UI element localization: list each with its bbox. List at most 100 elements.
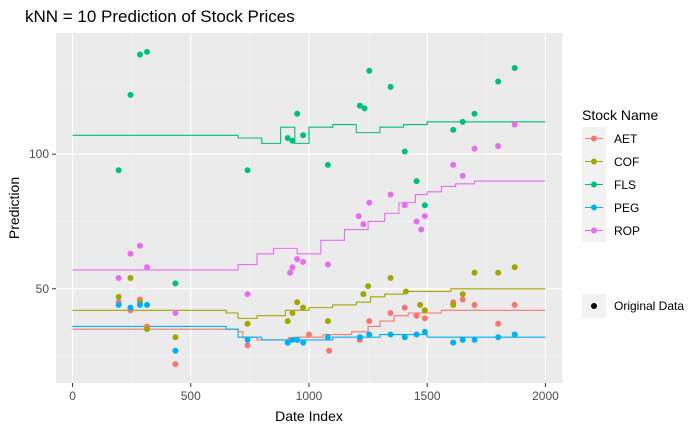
- data-point-aet: [244, 342, 251, 349]
- data-point-rop: [144, 264, 151, 271]
- axis-ticks: 0 500 1000 1500 2000 50 100: [29, 147, 559, 403]
- y-tick-label: 50: [36, 282, 50, 296]
- data-point-peg: [387, 331, 394, 338]
- data-point-peg: [421, 328, 428, 335]
- data-point-cof: [244, 320, 251, 327]
- data-point-cof: [144, 326, 151, 333]
- data-point-cof: [387, 275, 394, 281]
- data-point-rop: [244, 291, 251, 298]
- legend-item-cof: COF: [582, 150, 639, 173]
- data-point-rop: [418, 226, 425, 233]
- data-point-peg: [450, 339, 457, 346]
- legend-label: PEG: [614, 201, 639, 215]
- data-point-fls: [300, 132, 307, 139]
- data-point-aet: [366, 318, 373, 325]
- legend-item-peg: PEG: [582, 196, 639, 219]
- legend-key-dot: [591, 204, 597, 211]
- data-point-rop: [360, 221, 367, 228]
- legend-title: Stock Name: [582, 107, 658, 123]
- data-point-peg: [356, 334, 363, 341]
- data-point-fls: [471, 110, 478, 117]
- data-point-rop: [355, 213, 362, 220]
- data-point-rop: [495, 143, 502, 150]
- data-point-cof: [294, 299, 301, 306]
- prediction-line-cof: [72, 288, 546, 319]
- data-point-cof: [402, 288, 409, 295]
- legend-item-fls: FLS: [582, 173, 636, 196]
- data-point-peg: [413, 331, 420, 338]
- data-point-aet: [471, 301, 478, 308]
- data-point-peg: [294, 336, 301, 343]
- x-tick-label: 1500: [414, 389, 441, 403]
- x-tick-label: 1000: [296, 389, 323, 403]
- data-point-rop: [324, 261, 331, 268]
- data-point-aet: [459, 296, 466, 303]
- x-tick-label: 0: [69, 389, 76, 403]
- legend-item-rop: ROP: [582, 219, 640, 242]
- legend-key-dot: [591, 227, 597, 234]
- data-point-peg: [289, 336, 296, 343]
- data-point-fls: [244, 167, 251, 174]
- data-point-peg: [495, 334, 502, 341]
- data-point-rop: [287, 269, 294, 276]
- data-point-cof: [284, 318, 291, 325]
- data-point-fls: [289, 137, 296, 144]
- data-point-rop: [300, 258, 307, 265]
- data-point-rop: [294, 256, 301, 263]
- data-point-fls: [361, 105, 368, 112]
- data-point-cof: [365, 283, 372, 290]
- data-point-peg: [401, 334, 408, 341]
- data-point-cof: [127, 275, 134, 281]
- data-point-aet: [172, 361, 179, 368]
- data-point-rop: [471, 145, 478, 152]
- data-point-rop: [511, 121, 518, 128]
- data-point-fls: [366, 67, 373, 74]
- data-point-peg: [144, 301, 151, 308]
- chart-title: kNN = 10 Prediction of Stock Prices: [25, 7, 295, 26]
- data-point-rop: [387, 191, 394, 198]
- prediction-lines: [72, 121, 546, 341]
- data-point-rop: [459, 172, 466, 179]
- data-point-fls: [401, 148, 408, 155]
- data-point-peg: [244, 336, 251, 343]
- data-point-peg: [115, 301, 122, 308]
- data-point-aet: [413, 312, 420, 319]
- data-point-cof: [511, 264, 518, 271]
- legend-shape-label: Original Data: [614, 299, 684, 313]
- legend-label: FLS: [614, 178, 636, 192]
- data-point-fls: [450, 126, 457, 133]
- data-point-cof: [417, 301, 424, 308]
- data-point-cof: [300, 304, 307, 311]
- data-point-cof: [360, 291, 367, 298]
- data-point-fls: [511, 65, 518, 71]
- grid-lines: [56, 33, 562, 383]
- x-axis-label: Date Index: [275, 408, 343, 424]
- legend-label: AET: [614, 132, 638, 146]
- data-point-cof: [172, 334, 179, 341]
- legend-label: ROP: [614, 224, 640, 238]
- data-point-rop: [413, 218, 420, 225]
- data-point-peg: [366, 331, 373, 338]
- data-point-cof: [421, 307, 428, 314]
- data-point-rop: [115, 275, 122, 281]
- legend-label: COF: [614, 155, 639, 169]
- original-data-points: [115, 48, 518, 368]
- data-point-fls: [115, 167, 122, 174]
- data-point-peg: [300, 339, 307, 346]
- data-point-rop: [136, 242, 143, 249]
- data-point-rop: [450, 161, 457, 168]
- legend-key-dot: [591, 158, 597, 165]
- data-point-cof: [495, 269, 502, 276]
- y-tick-label: 100: [29, 147, 49, 161]
- data-point-aet: [326, 347, 333, 354]
- data-point-fls: [127, 91, 134, 98]
- data-point-aet: [306, 331, 312, 338]
- legend-items: AET COF FLS PEG ROP: [582, 127, 640, 242]
- data-point-peg: [324, 334, 331, 341]
- data-point-cof: [115, 293, 122, 300]
- x-tick-label: 2000: [532, 389, 559, 403]
- data-point-cof: [289, 310, 296, 316]
- data-point-aet: [511, 301, 518, 308]
- data-point-peg: [127, 304, 134, 311]
